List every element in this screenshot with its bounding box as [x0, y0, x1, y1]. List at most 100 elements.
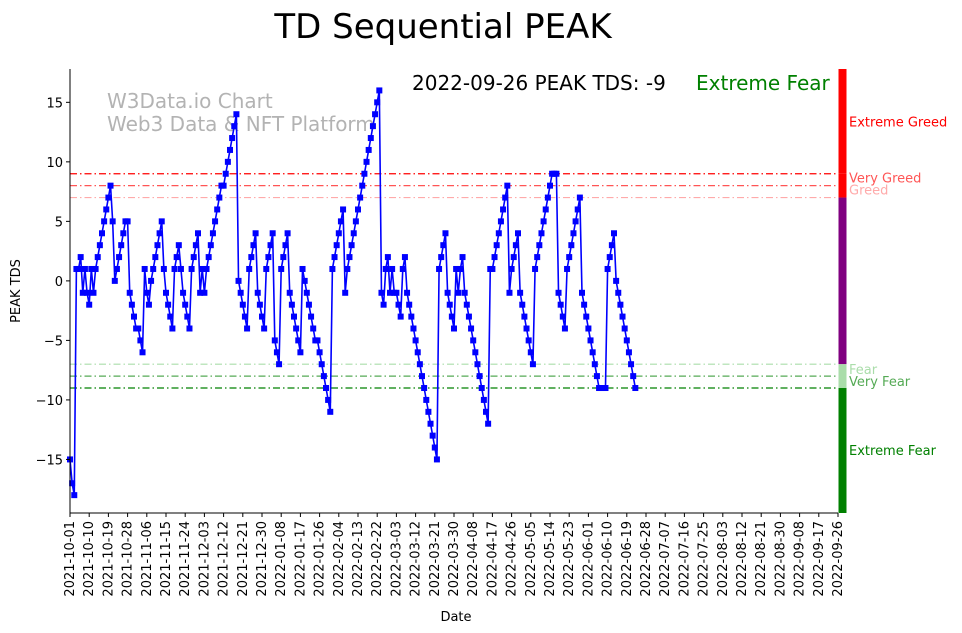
data-point	[158, 218, 165, 225]
data-point	[103, 206, 110, 213]
data-point	[212, 218, 219, 225]
data-point	[553, 170, 560, 177]
data-point	[305, 301, 312, 308]
data-point	[406, 301, 413, 308]
data-point	[419, 373, 425, 380]
x-tick-label: 2022-09-26	[831, 521, 846, 597]
data-point	[182, 301, 189, 308]
side-label-greed: Greed	[849, 183, 888, 198]
data-point	[515, 230, 521, 237]
x-tick-label: 2022-03-30	[447, 521, 462, 597]
data-point	[453, 265, 460, 272]
data-point	[171, 265, 178, 272]
data-point	[269, 230, 276, 237]
data-point	[116, 254, 123, 261]
data-point	[446, 301, 453, 308]
data-point	[395, 301, 402, 308]
data-point	[527, 349, 534, 356]
data-point	[135, 325, 142, 332]
data-point	[497, 218, 504, 225]
data-point	[350, 230, 357, 237]
data-point	[310, 325, 317, 332]
data-point	[348, 242, 355, 249]
data-point	[197, 289, 204, 296]
data-point	[508, 265, 515, 272]
data-point	[365, 146, 372, 153]
data-point	[295, 337, 302, 344]
data-point	[433, 456, 440, 463]
data-point	[214, 206, 221, 213]
data-point	[265, 254, 272, 261]
x-tick-label: 2022-08-03	[716, 521, 731, 597]
data-point	[476, 373, 483, 380]
data-point	[444, 289, 451, 296]
data-point	[71, 492, 78, 499]
x-tick-label: 2021-10-10	[82, 521, 97, 597]
x-tick-label: 2022-04-17	[485, 521, 500, 597]
data-point	[237, 289, 244, 296]
data-point	[613, 277, 620, 284]
data-point	[150, 265, 157, 272]
data-point	[485, 420, 492, 427]
data-point	[591, 361, 598, 368]
data-point	[231, 123, 238, 130]
data-point	[173, 254, 180, 261]
data-point	[139, 349, 146, 356]
x-tick-label: 2021-10-01	[63, 521, 78, 597]
data-point	[169, 325, 176, 332]
data-point	[617, 301, 624, 308]
data-point	[555, 289, 562, 296]
data-point	[547, 182, 553, 189]
data-point	[128, 301, 135, 308]
y-tick-label: 15	[46, 96, 63, 111]
data-point	[585, 325, 592, 332]
data-point	[333, 242, 340, 249]
x-tick-label: 2022-08-12	[735, 521, 750, 597]
data-point	[86, 301, 93, 308]
data-point	[493, 242, 500, 249]
sentiment-label: Extreme Fear	[696, 71, 831, 95]
status-text: 2022-09-26 PEAK TDS: -9	[412, 71, 666, 95]
data-point	[156, 230, 163, 237]
watermark-line-1: W3Data.io Chart	[107, 89, 273, 113]
data-point	[429, 432, 436, 439]
data-point	[113, 265, 120, 272]
side-label-fear: Fear	[849, 363, 878, 378]
data-point	[461, 289, 468, 296]
x-tick-label: 2021-10-19	[101, 521, 116, 597]
data-point	[632, 385, 639, 392]
data-point	[109, 218, 116, 225]
side-bar-segment-1	[838, 173, 847, 198]
data-point	[203, 265, 210, 272]
x-tick-label: 2022-05-23	[562, 521, 577, 597]
data-point	[593, 373, 600, 380]
data-point	[538, 230, 545, 237]
data-point	[355, 206, 361, 213]
data-point	[529, 361, 536, 368]
data-point	[344, 265, 351, 272]
data-point	[427, 420, 434, 427]
data-point	[280, 254, 287, 261]
data-point	[421, 385, 428, 392]
data-point	[393, 289, 400, 296]
data-point	[576, 194, 583, 201]
side-bar-segment-2	[838, 197, 847, 365]
x-ticks: 2021-10-01 2021-10-10 2021-10-19 2021-10-28…	[63, 513, 846, 597]
y-tick-label: 0	[55, 275, 63, 290]
data-point	[342, 289, 349, 296]
data-point	[361, 170, 368, 177]
data-point	[120, 230, 127, 237]
data-point	[227, 146, 233, 153]
x-tick-label: 2021-11-24	[178, 521, 193, 597]
data-point	[628, 361, 635, 368]
data-point	[376, 87, 383, 94]
data-point	[233, 111, 240, 118]
data-point	[465, 313, 472, 320]
side-bar-segment-4	[838, 388, 847, 513]
data-point	[525, 337, 532, 344]
x-tick-label: 2022-06-01	[581, 521, 596, 597]
data-point	[404, 289, 411, 296]
data-point	[544, 194, 551, 201]
data-point	[363, 158, 370, 165]
data-point	[145, 301, 152, 308]
